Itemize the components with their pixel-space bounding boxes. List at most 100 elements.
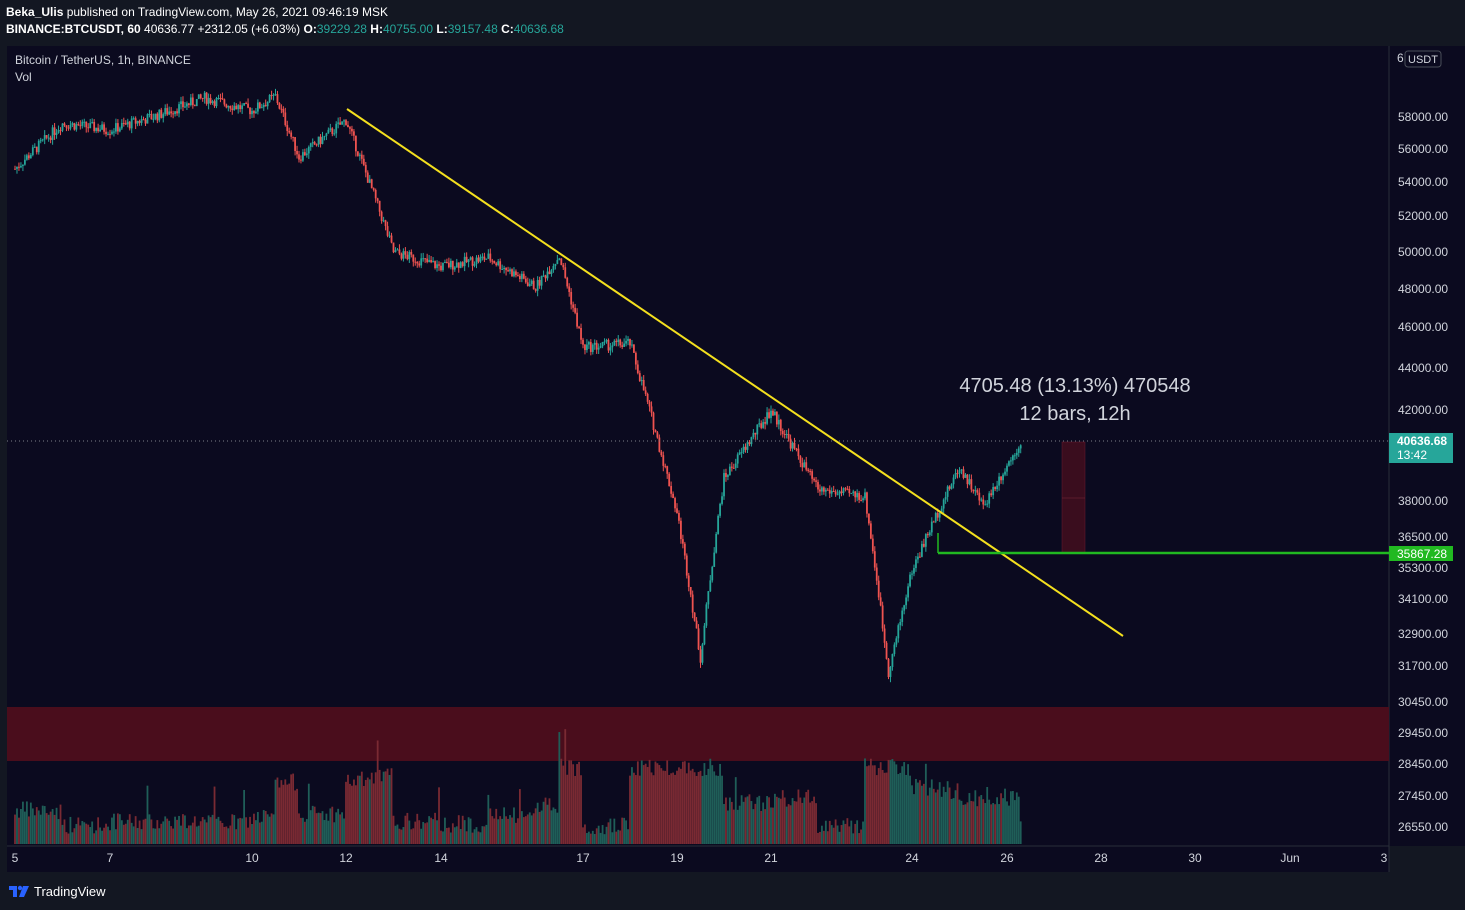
volume-bar — [652, 775, 655, 844]
volume-bar — [294, 790, 296, 844]
candle-body — [797, 448, 800, 457]
candle-body — [982, 499, 985, 505]
candle-body — [481, 256, 484, 258]
symbol-title[interactable]: Bitcoin / TetherUS, 1h, BINANCE — [15, 53, 191, 67]
volume-bar — [954, 790, 957, 844]
candle-body — [538, 280, 541, 286]
volume-bar — [356, 775, 359, 844]
candle-body — [611, 345, 614, 348]
volume-bar — [178, 815, 180, 844]
time-axis[interactable] — [7, 846, 1389, 872]
volume-bar — [868, 765, 870, 844]
price-chart[interactable]: 4705.48 (13.13%) 470548 12 bars, 12h Bit… — [0, 44, 1465, 878]
tradingview-logo-icon[interactable] — [8, 883, 30, 899]
candle-body — [390, 235, 393, 243]
candle-body — [689, 586, 692, 595]
volume-bar — [1008, 805, 1010, 844]
volume-bar — [877, 768, 880, 844]
candle-body — [262, 105, 265, 108]
candle-body — [282, 109, 285, 113]
candle-body — [75, 124, 78, 130]
candle-body — [485, 258, 488, 260]
volume-bar — [674, 774, 676, 844]
candle-body — [65, 125, 68, 128]
candle-body — [191, 97, 194, 106]
volume-bar — [325, 813, 328, 844]
volume-bar — [891, 759, 894, 844]
candle-body — [719, 503, 721, 516]
candle-body — [205, 92, 208, 104]
candle-body — [343, 120, 345, 122]
volume-bar — [27, 816, 30, 844]
volume-bar — [126, 819, 129, 844]
volume-bar — [625, 820, 627, 844]
measure-box[interactable] — [1061, 441, 1086, 554]
candle-body — [920, 543, 923, 557]
volume-bar — [75, 823, 78, 844]
volume-legend[interactable]: Vol — [15, 70, 32, 84]
time-tick-12: Jun — [1280, 851, 1299, 865]
candle-body — [513, 271, 515, 277]
volume-bar — [63, 819, 66, 844]
volume-bar — [37, 810, 40, 844]
volume-bar — [505, 816, 507, 844]
candle-body — [858, 493, 861, 500]
candle-body — [446, 261, 448, 263]
candle-body — [522, 273, 525, 279]
volume-bar — [572, 764, 575, 844]
candle-body — [744, 446, 747, 450]
volume-bar — [546, 804, 549, 844]
candle-body — [463, 256, 466, 267]
resistance-zone[interactable] — [7, 707, 1389, 761]
volume-bar — [382, 771, 385, 844]
candle-body — [556, 260, 559, 264]
volume-bar — [400, 829, 403, 844]
candle-body — [280, 108, 283, 110]
volume-bar — [518, 789, 521, 844]
price-tick-9: 38000.00 — [1398, 494, 1448, 508]
candle-body — [623, 343, 626, 347]
candle-body — [666, 466, 669, 474]
volume-bar — [166, 818, 169, 844]
volume-bar — [307, 783, 310, 844]
candle-body — [39, 140, 42, 142]
candle-body — [515, 271, 517, 276]
candle-body — [211, 101, 214, 104]
volume-bar — [351, 785, 353, 844]
descending-trendline[interactable] — [346, 108, 1124, 637]
candle-body — [89, 122, 92, 129]
candle-body — [695, 620, 698, 629]
candle-body — [209, 97, 212, 104]
volume-bar — [424, 823, 427, 844]
candle-body — [187, 103, 190, 106]
candle-body — [380, 211, 383, 221]
candle-body — [51, 127, 54, 140]
candle-body — [779, 419, 782, 431]
volume-bar — [656, 763, 659, 844]
volume-bar — [221, 823, 224, 844]
candle-body — [366, 172, 369, 183]
candle-body — [150, 113, 153, 120]
volume-bar — [97, 817, 100, 844]
volume-bar — [889, 760, 892, 844]
candle-body — [406, 254, 409, 260]
price-tick-0: 58000.00 — [1398, 110, 1448, 124]
candle-body — [142, 119, 145, 121]
volume-bar — [517, 818, 519, 844]
candle-body — [566, 277, 569, 287]
candle-body — [848, 488, 851, 494]
price-tick-14: 31700.00 — [1398, 659, 1448, 673]
volume-bar — [736, 809, 739, 844]
tradingview-brand[interactable]: TradingView — [34, 884, 106, 899]
candle-body — [656, 432, 659, 438]
volume-bar — [895, 764, 898, 844]
currency-badge[interactable] — [1404, 50, 1442, 68]
volume-bar — [926, 795, 929, 844]
volume-bar — [20, 808, 22, 844]
volume-bar — [130, 822, 133, 844]
author-name[interactable]: Beka_Ulis — [6, 5, 64, 19]
volume-bar — [53, 814, 56, 844]
candle-body — [229, 106, 232, 109]
volume-bar — [974, 790, 977, 844]
volume-bar — [924, 763, 927, 844]
